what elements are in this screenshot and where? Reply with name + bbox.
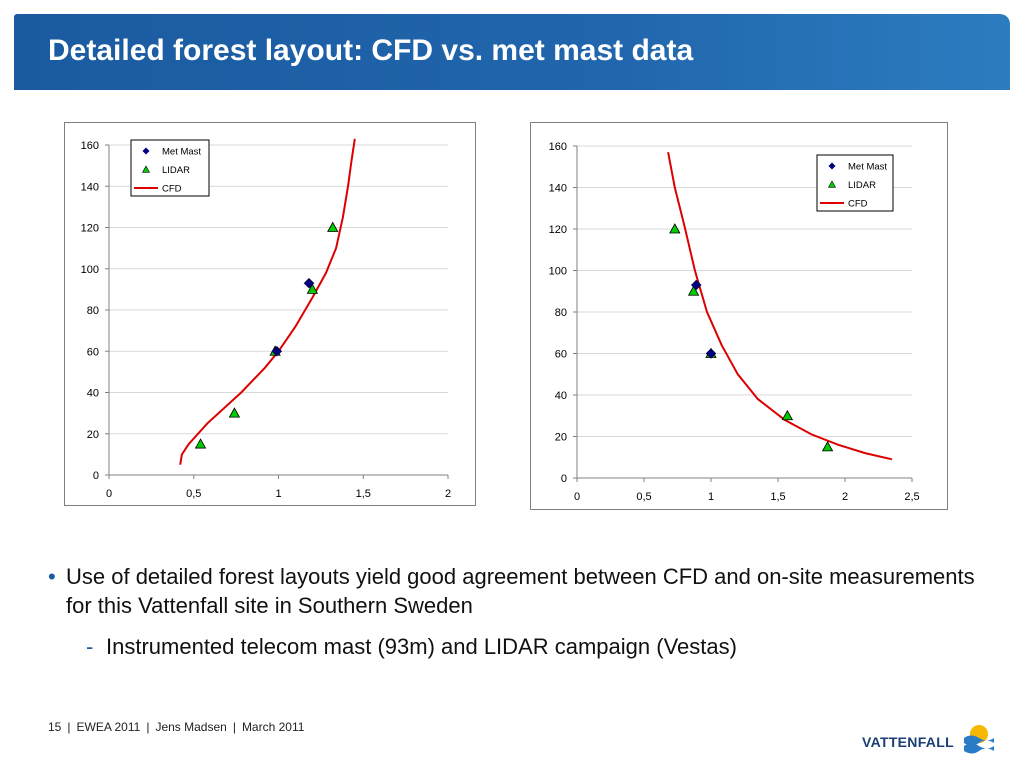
met-mast-point [271, 345, 283, 357]
chart-right-svg: 0 20 40 60 80 100 120 140 160 0 0,5 1 1,5 2 2,5 Met Mas… [549, 141, 920, 503]
y-tick-label: 80 [555, 307, 567, 319]
y-tick-label: 20 [87, 429, 99, 441]
legend-met-mast-marker [828, 162, 836, 170]
y-tick-label: 60 [555, 349, 567, 361]
y-tick-label: 160 [81, 140, 99, 152]
sub-bullet-text: Instrumented telecom mast (93m) and LIDA… [106, 634, 737, 659]
legend-label: CFD [162, 184, 182, 195]
cfd-line [179, 138, 356, 465]
met-mast-point [303, 277, 315, 289]
footer-author: Jens Madsen [155, 720, 227, 734]
x-tick-label: 2 [842, 491, 848, 503]
legend-lidar-marker [141, 165, 151, 173]
y-tick-label: 0 [561, 473, 567, 485]
legend-label: Met Mast [848, 162, 887, 173]
met-mast-point [690, 279, 702, 291]
vattenfall-logo: VATTENFALL [862, 722, 998, 758]
x-tick-label: 1,5 [770, 491, 785, 503]
footer: 15 | EWEA 2011 | Jens Madsen | March 2011 [48, 720, 304, 734]
lidar-point [669, 223, 681, 234]
footer-date: March 2011 [241, 720, 305, 734]
x-tick-label: 1 [275, 488, 281, 500]
lidar-point [194, 438, 207, 449]
legend-label: Met Mast [162, 147, 201, 158]
slide-title: Detailed forest layout: CFD vs. met mast… [48, 34, 694, 67]
y-tick-label: 140 [549, 183, 567, 195]
sub-bullet-item: - Instrumented telecom mast (93m) and LI… [48, 632, 978, 661]
title-bar: Detailed forest layout: CFD vs. met mast… [14, 14, 1010, 90]
lidar-point [781, 409, 794, 421]
x-tick-label: 2,5 [904, 491, 919, 503]
footer-page-number: 15 [48, 720, 62, 734]
legend-box [130, 139, 210, 197]
sub-bullet-symbol: - [86, 634, 94, 659]
y-tick-label: 60 [87, 346, 99, 358]
y-tick-label: 120 [81, 223, 99, 235]
lidar-point [306, 283, 319, 294]
footer-separator: | [67, 720, 71, 734]
footer-separator: | [146, 720, 150, 734]
legend-box [816, 154, 894, 212]
bullet-symbol: • [48, 564, 56, 589]
x-tick-label: 1,5 [356, 488, 371, 500]
x-tick-label: 1 [708, 491, 714, 503]
legend-label: LIDAR [848, 180, 876, 191]
legend-met-mast-marker [142, 147, 150, 155]
y-tick-label: 20 [555, 432, 567, 444]
chart-right: 0 20 40 60 80 100 120 140 160 0 0,5 1 1,5 2 2,5 Met Mas… [530, 122, 948, 510]
y-tick-label: 160 [549, 141, 567, 153]
x-tick-label: 0 [574, 491, 580, 503]
x-tick-label: 0,5 [186, 488, 201, 500]
y-tick-label: 100 [81, 264, 99, 276]
footer-separator: | [232, 720, 236, 734]
chart-left: 0 20 40 60 80 100 120 140 160 0 0,5 1 1,5 2 Met Mast LI… [64, 122, 476, 506]
y-tick-label: 40 [87, 388, 99, 400]
bullet-list: • Use of detailed forest layouts yield g… [48, 562, 978, 661]
lidar-point [687, 285, 700, 296]
bullet-item: • Use of detailed forest layouts yield g… [48, 562, 978, 620]
cfd-line [667, 152, 893, 461]
x-tick-label: 0,5 [636, 491, 651, 503]
lidar-point [821, 441, 834, 452]
legend-lidar-marker [827, 180, 837, 188]
y-tick-label: 0 [93, 470, 99, 482]
x-tick-label: 2 [445, 488, 451, 500]
y-tick-label: 80 [87, 305, 99, 317]
x-tick-label: 0 [106, 488, 112, 500]
y-tick-label: 120 [549, 224, 567, 236]
y-tick-label: 100 [549, 266, 567, 278]
bullet-text: Use of detailed forest layouts yield goo… [66, 564, 975, 618]
footer-event: EWEA 2011 [76, 720, 141, 734]
chart-left-svg: 0 20 40 60 80 100 120 140 160 0 0,5 1 1,5 2 Met Mast LI… [81, 138, 451, 500]
lidar-point [327, 221, 339, 232]
sun-waves-icon [964, 725, 994, 754]
legend-label: LIDAR [162, 165, 190, 176]
legend-label: CFD [848, 199, 868, 210]
y-tick-label: 140 [81, 181, 99, 193]
met-mast-point [705, 348, 717, 359]
y-tick-label: 40 [555, 390, 567, 402]
logo-text: VATTENFALL [862, 734, 954, 750]
lidar-point [228, 407, 241, 418]
